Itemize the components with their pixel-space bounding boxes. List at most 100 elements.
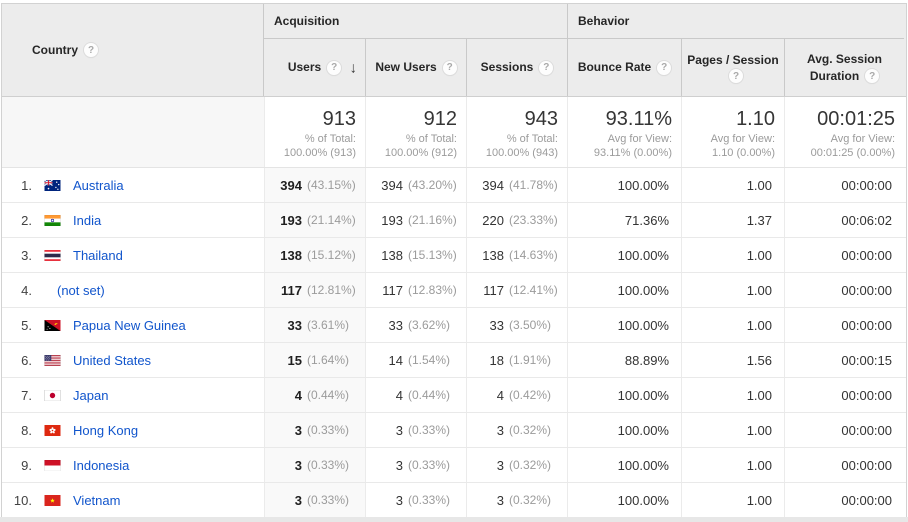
bounce-rate-cell: 100.00% xyxy=(567,413,681,447)
sessions-cell: 4 (0.42%) xyxy=(466,378,567,412)
country-cell: 10. Vietnam xyxy=(2,483,264,517)
help-icon[interactable]: ? xyxy=(729,69,743,83)
sessions-value: 138 xyxy=(482,247,504,263)
totals-pages-session-value: 1.10 xyxy=(736,108,775,130)
country-link[interactable]: India xyxy=(73,212,102,228)
table-header: Country ? Acquisition Behavior Users? ↓ Ne… xyxy=(2,4,906,97)
country-link[interactable]: Australia xyxy=(73,177,124,193)
row-index: 6. xyxy=(21,352,32,368)
group-label: Acquisition xyxy=(274,14,340,28)
help-icon[interactable]: ? xyxy=(865,69,880,83)
country-link[interactable]: Vietnam xyxy=(73,492,121,508)
column-header-bounce-rate[interactable]: Bounce Rate? xyxy=(567,39,681,96)
sessions-percent: (14.63%) xyxy=(509,248,558,262)
column-header-pages-session[interactable]: Pages / Session? xyxy=(681,39,784,96)
help-icon[interactable]: ? xyxy=(442,60,457,75)
help-icon[interactable]: ? xyxy=(657,60,672,75)
sessions-value: 3 xyxy=(496,422,504,438)
bounce-rate-value: 100.00% xyxy=(617,457,669,473)
country-cell: 4. (not set) xyxy=(2,273,264,307)
sessions-value: 117 xyxy=(483,282,504,298)
users-cell: 4 (0.44%) xyxy=(264,378,365,412)
new-users-value: 117 xyxy=(382,282,403,298)
avg-duration-cell: 00:00:00 xyxy=(784,273,904,307)
totals-bounce-rate-sub2: 93.11% (0.00%) xyxy=(593,147,672,159)
sessions-cell: 220 (23.33%) xyxy=(466,203,567,237)
country-cell: 1. Australia xyxy=(2,168,264,202)
sessions-percent: (0.32%) xyxy=(509,423,552,437)
bounce-rate-cell: 100.00% xyxy=(567,483,681,517)
page-background-strip xyxy=(0,517,908,522)
sessions-value: 4 xyxy=(496,387,504,403)
new-users-value: 33 xyxy=(388,317,403,333)
table-row: 10. Vietnam 3 (0.33%) 3 (0.33%) 3 (0.32%) 100.00… xyxy=(2,483,906,518)
totals-avg-duration-sub1: Avg for View: xyxy=(830,133,895,145)
row-index: 1. xyxy=(21,177,32,193)
column-header-users[interactable]: Users? ↓ xyxy=(264,39,365,96)
totals-sessions-sub1: % of Total: xyxy=(506,133,558,145)
totals-sessions-sub2: 100.00% (943) xyxy=(485,147,558,159)
column-header-new-users[interactable]: New Users? xyxy=(365,39,466,96)
country-link[interactable]: Thailand xyxy=(73,247,123,263)
country-link[interactable]: Hong Kong xyxy=(73,422,139,438)
bounce-rate-value: 100.00% xyxy=(617,422,669,438)
united-states-flag-icon xyxy=(44,354,61,366)
column-header-country[interactable]: Country ? xyxy=(2,4,264,96)
table-row: 1. Australia 394 (43.15%) 394 (43.20%) 394 (41.… xyxy=(2,168,906,203)
users-percent: (0.33%) xyxy=(307,458,350,472)
avg-duration-value: 00:00:00 xyxy=(841,317,892,333)
users-percent: (0.44%) xyxy=(307,388,350,402)
bounce-rate-cell: 100.00% xyxy=(567,378,681,412)
country-link[interactable]: (not set) xyxy=(57,282,105,298)
column-header-label: New Users xyxy=(375,60,437,74)
sessions-value: 3 xyxy=(496,492,504,508)
bounce-rate-value: 71.36% xyxy=(624,212,669,228)
row-index: 7. xyxy=(21,387,32,403)
column-header-avg-duration[interactable]: Avg. Session Duration? xyxy=(784,39,904,96)
new-users-percent: (15.13%) xyxy=(408,248,457,262)
sessions-cell: 33 (3.50%) xyxy=(466,308,567,342)
bounce-rate-cell: 100.00% xyxy=(567,448,681,482)
pages-session-cell: 1.00 xyxy=(681,483,784,517)
sessions-value: 33 xyxy=(489,317,504,333)
bounce-rate-cell: 100.00% xyxy=(567,273,681,307)
new-users-value: 14 xyxy=(388,352,403,368)
bounce-rate-value: 88.89% xyxy=(624,352,669,368)
country-link[interactable]: Japan xyxy=(73,387,109,403)
sort-descending-icon: ↓ xyxy=(349,59,358,76)
sessions-value: 220 xyxy=(482,212,504,228)
thailand-flag-icon xyxy=(44,249,61,261)
users-value: 3 xyxy=(294,492,302,508)
pages-session-value: 1.00 xyxy=(746,282,772,298)
country-link[interactable]: United States xyxy=(73,352,152,368)
help-icon[interactable]: ? xyxy=(327,60,342,75)
group-header-acquisition: Acquisition xyxy=(264,4,567,39)
pages-session-cell: 1.00 xyxy=(681,168,784,202)
sessions-cell: 117 (12.41%) xyxy=(466,273,567,307)
totals-new-users: 912 % of Total: 100.00% (912) xyxy=(365,97,466,167)
country-header-label: Country xyxy=(32,43,78,57)
pages-session-value: 1.00 xyxy=(746,422,772,438)
country-cell: 6. United States xyxy=(2,343,264,377)
users-percent: (43.15%) xyxy=(307,178,356,192)
sessions-value: 18 xyxy=(489,352,504,368)
sessions-percent: (23.33%) xyxy=(509,213,558,227)
japan-flag-icon xyxy=(44,389,61,401)
sessions-percent: (0.32%) xyxy=(509,493,552,507)
totals-row: 913 % of Total: 100.00% (913) 912 % of T… xyxy=(2,97,906,168)
help-icon[interactable]: ? xyxy=(539,60,554,75)
country-link[interactable]: Papua New Guinea xyxy=(73,317,186,333)
hong-kong-flag-icon xyxy=(44,424,61,436)
users-cell: 33 (3.61%) xyxy=(264,308,365,342)
table-row: 4. (not set) 117 (12.81%) 117 (12.83%) 117 (12.… xyxy=(2,273,906,308)
totals-bounce-rate-value: 93.11% xyxy=(605,108,672,130)
pages-session-value: 1.00 xyxy=(746,317,772,333)
country-link[interactable]: Indonesia xyxy=(73,457,130,473)
help-icon[interactable]: ? xyxy=(84,43,98,57)
table-body: 1. Australia 394 (43.15%) 394 (43.20%) 394 (41.… xyxy=(2,168,906,518)
column-header-sessions[interactable]: Sessions? xyxy=(466,39,567,96)
sessions-value: 3 xyxy=(496,457,504,473)
analytics-table: Country ? Acquisition Behavior Users? ↓ Ne… xyxy=(1,3,907,519)
bounce-rate-value: 100.00% xyxy=(617,282,669,298)
pages-session-cell: 1.00 xyxy=(681,273,784,307)
